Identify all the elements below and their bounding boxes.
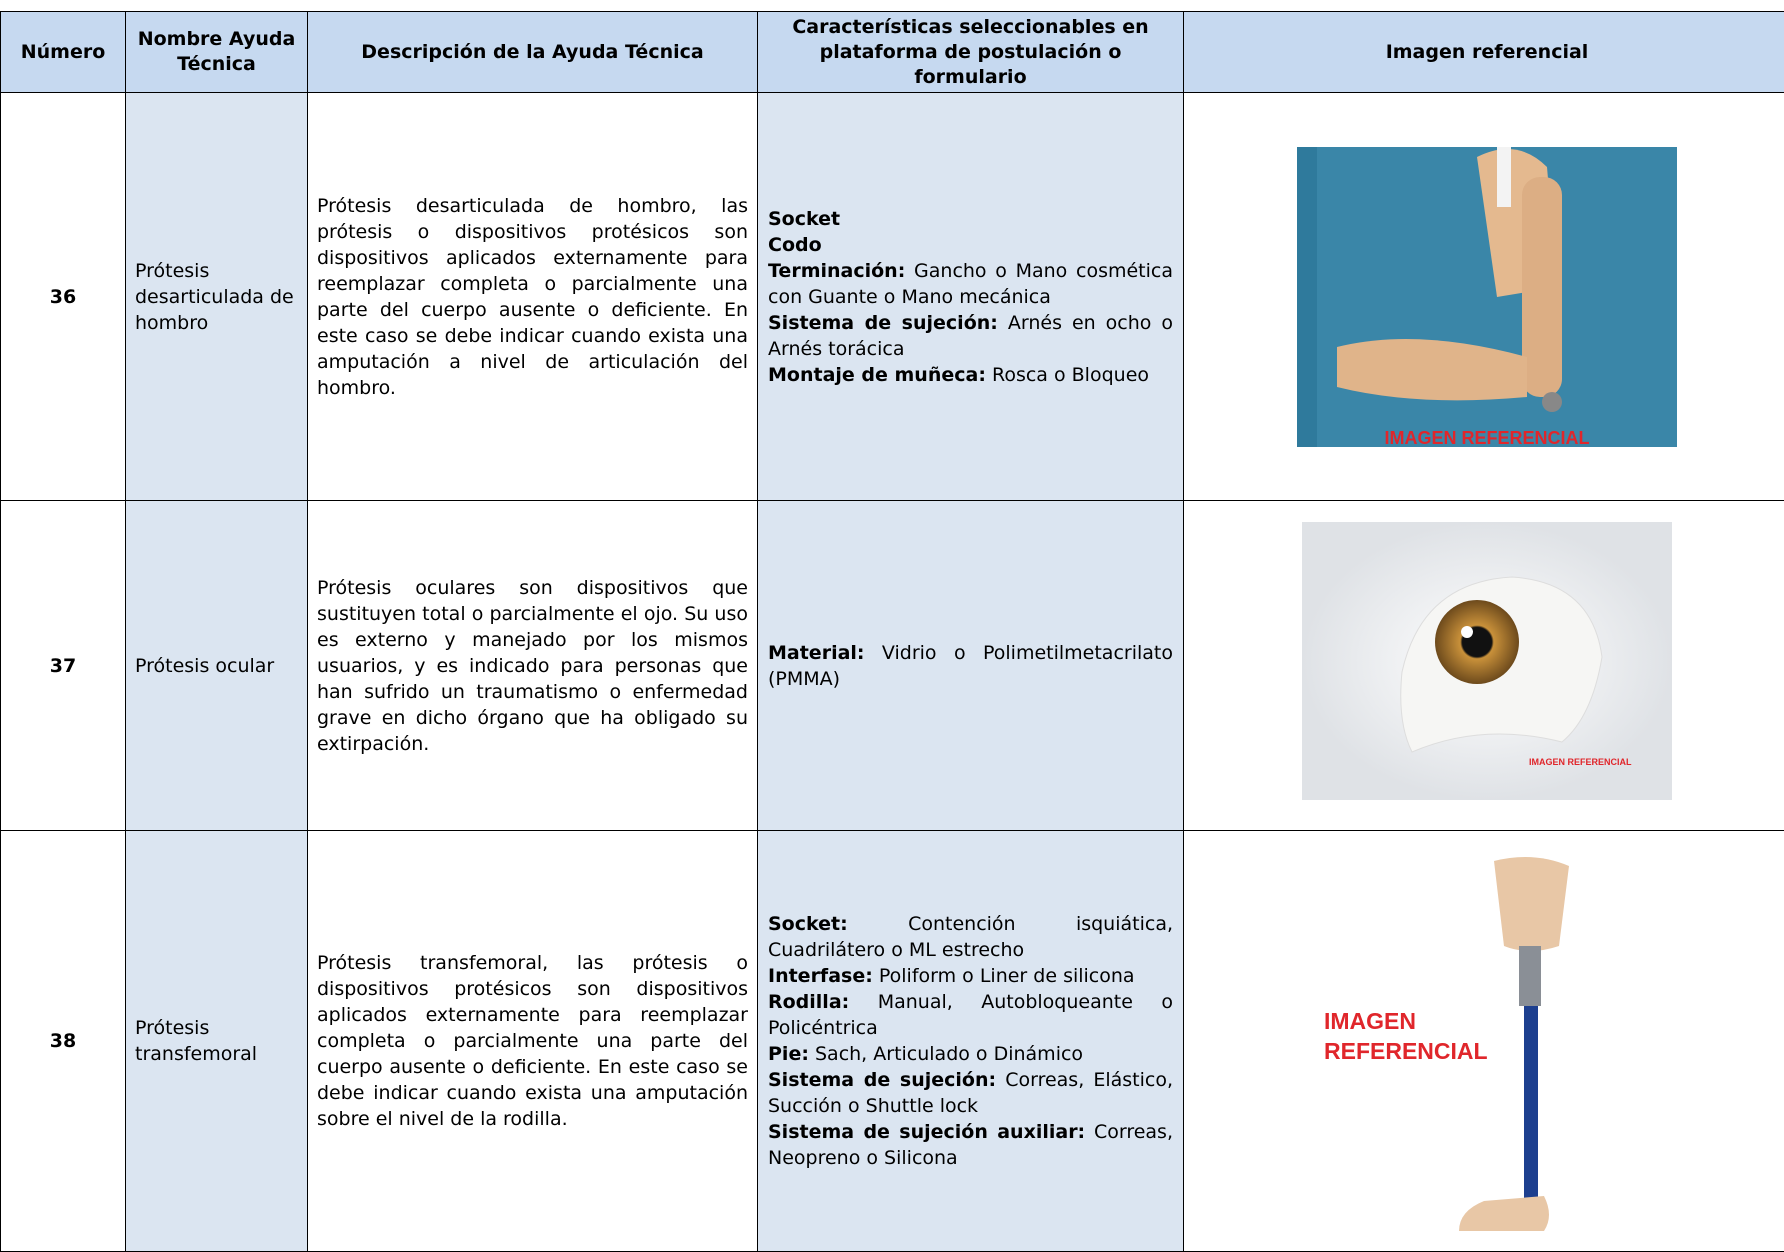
feature-item: Interfase: Poliform o Liner de silicona [768,963,1173,989]
feature-label: Sistema de sujeción: [768,312,998,334]
feature-item: Terminación: Gancho o Mano cosmética con… [768,258,1173,310]
description-cell: Prótesis desarticulada de hombro, las pr… [308,93,758,501]
feature-item: Socket: Contención isquiática, Cuadrilát… [768,911,1173,963]
feature-text: Rosca o Bloqueo [992,364,1149,386]
features-cell: Material: Vidrio o Polimetilmetacrilato … [758,501,1184,831]
header-cell: Características seleccionables en plataf… [758,12,1184,93]
feature-item: Rodilla: Manual, Autobloqueante o Policé… [768,989,1173,1041]
feature-label: Sistema de sujeción auxiliar: [768,1121,1085,1143]
feature-text: Sach, Articulado o Dinámico [815,1043,1083,1065]
image-cell: IMAGEN REFERENCIAL [1184,501,1784,831]
description-cell: Prótesis oculares son dispositivos que s… [308,501,758,831]
feature-item: Pie: Sach, Articulado o Dinámico [768,1041,1173,1067]
feature-label: Terminación: [768,260,905,282]
feature-label: Material: [768,642,865,664]
image-cell: IMAGEN REFERENCIAL [1184,93,1784,501]
feature-text: Poliform o Liner de silicona [879,965,1135,987]
feature-item: Sistema de sujeción: Arnés en ocho o Arn… [768,310,1173,362]
number-cell: 37 [1,501,126,831]
name-cell: Prótesis ocular [126,501,308,831]
header-cell: Descripción de la Ayuda Técnica [308,12,758,93]
feature-label: Socket: [768,913,848,935]
feature-label: Montaje de muñeca: [768,364,986,386]
name-cell: Prótesis transfemoral [126,831,308,1252]
reference-image [1184,147,1784,447]
feature-label: Socket [768,208,840,230]
feature-label: Rodilla: [768,991,849,1013]
reference-image [1184,522,1784,800]
name-cell: Prótesis desarticulada de hombro [126,93,308,501]
image-caption: IMAGEN REFERENCIAL [1184,425,1784,451]
image-caption: IMAGEN REFERENCIAL [1529,749,1679,775]
feature-item: Montaje de muñeca: Rosca o Bloqueo [768,362,1173,388]
feature-label: Sistema de sujeción: [768,1069,996,1091]
header-cell: Imagen referencial [1184,12,1784,93]
image-cell: IMAGEN REFERENCIAL [1184,831,1784,1252]
image-art [1297,147,1677,447]
feature-item: Sistema de sujeción: Correas, Elástico, … [768,1067,1173,1119]
feature-item: Codo [768,232,1173,258]
number-cell: 38 [1,831,126,1252]
features-cell: Socket: Contención isquiática, Cuadrilát… [758,831,1184,1252]
feature-label: Pie: [768,1043,809,1065]
header-cell: Nombre Ayuda Técnica [126,12,308,93]
feature-item: Sistema de sujeción auxiliar: Correas, N… [768,1119,1173,1171]
feature-item: Socket [768,206,1173,232]
image-caption: IMAGEN REFERENCIAL [1324,1006,1494,1066]
number-cell: 36 [1,93,126,501]
feature-label: Codo [768,234,822,256]
header-cell: Número [1,12,126,93]
feature-label: Interfase: [768,965,873,987]
feature-item: Material: Vidrio o Polimetilmetacrilato … [768,640,1173,692]
description-cell: Prótesis transfemoral, las prótesis o di… [308,831,758,1252]
